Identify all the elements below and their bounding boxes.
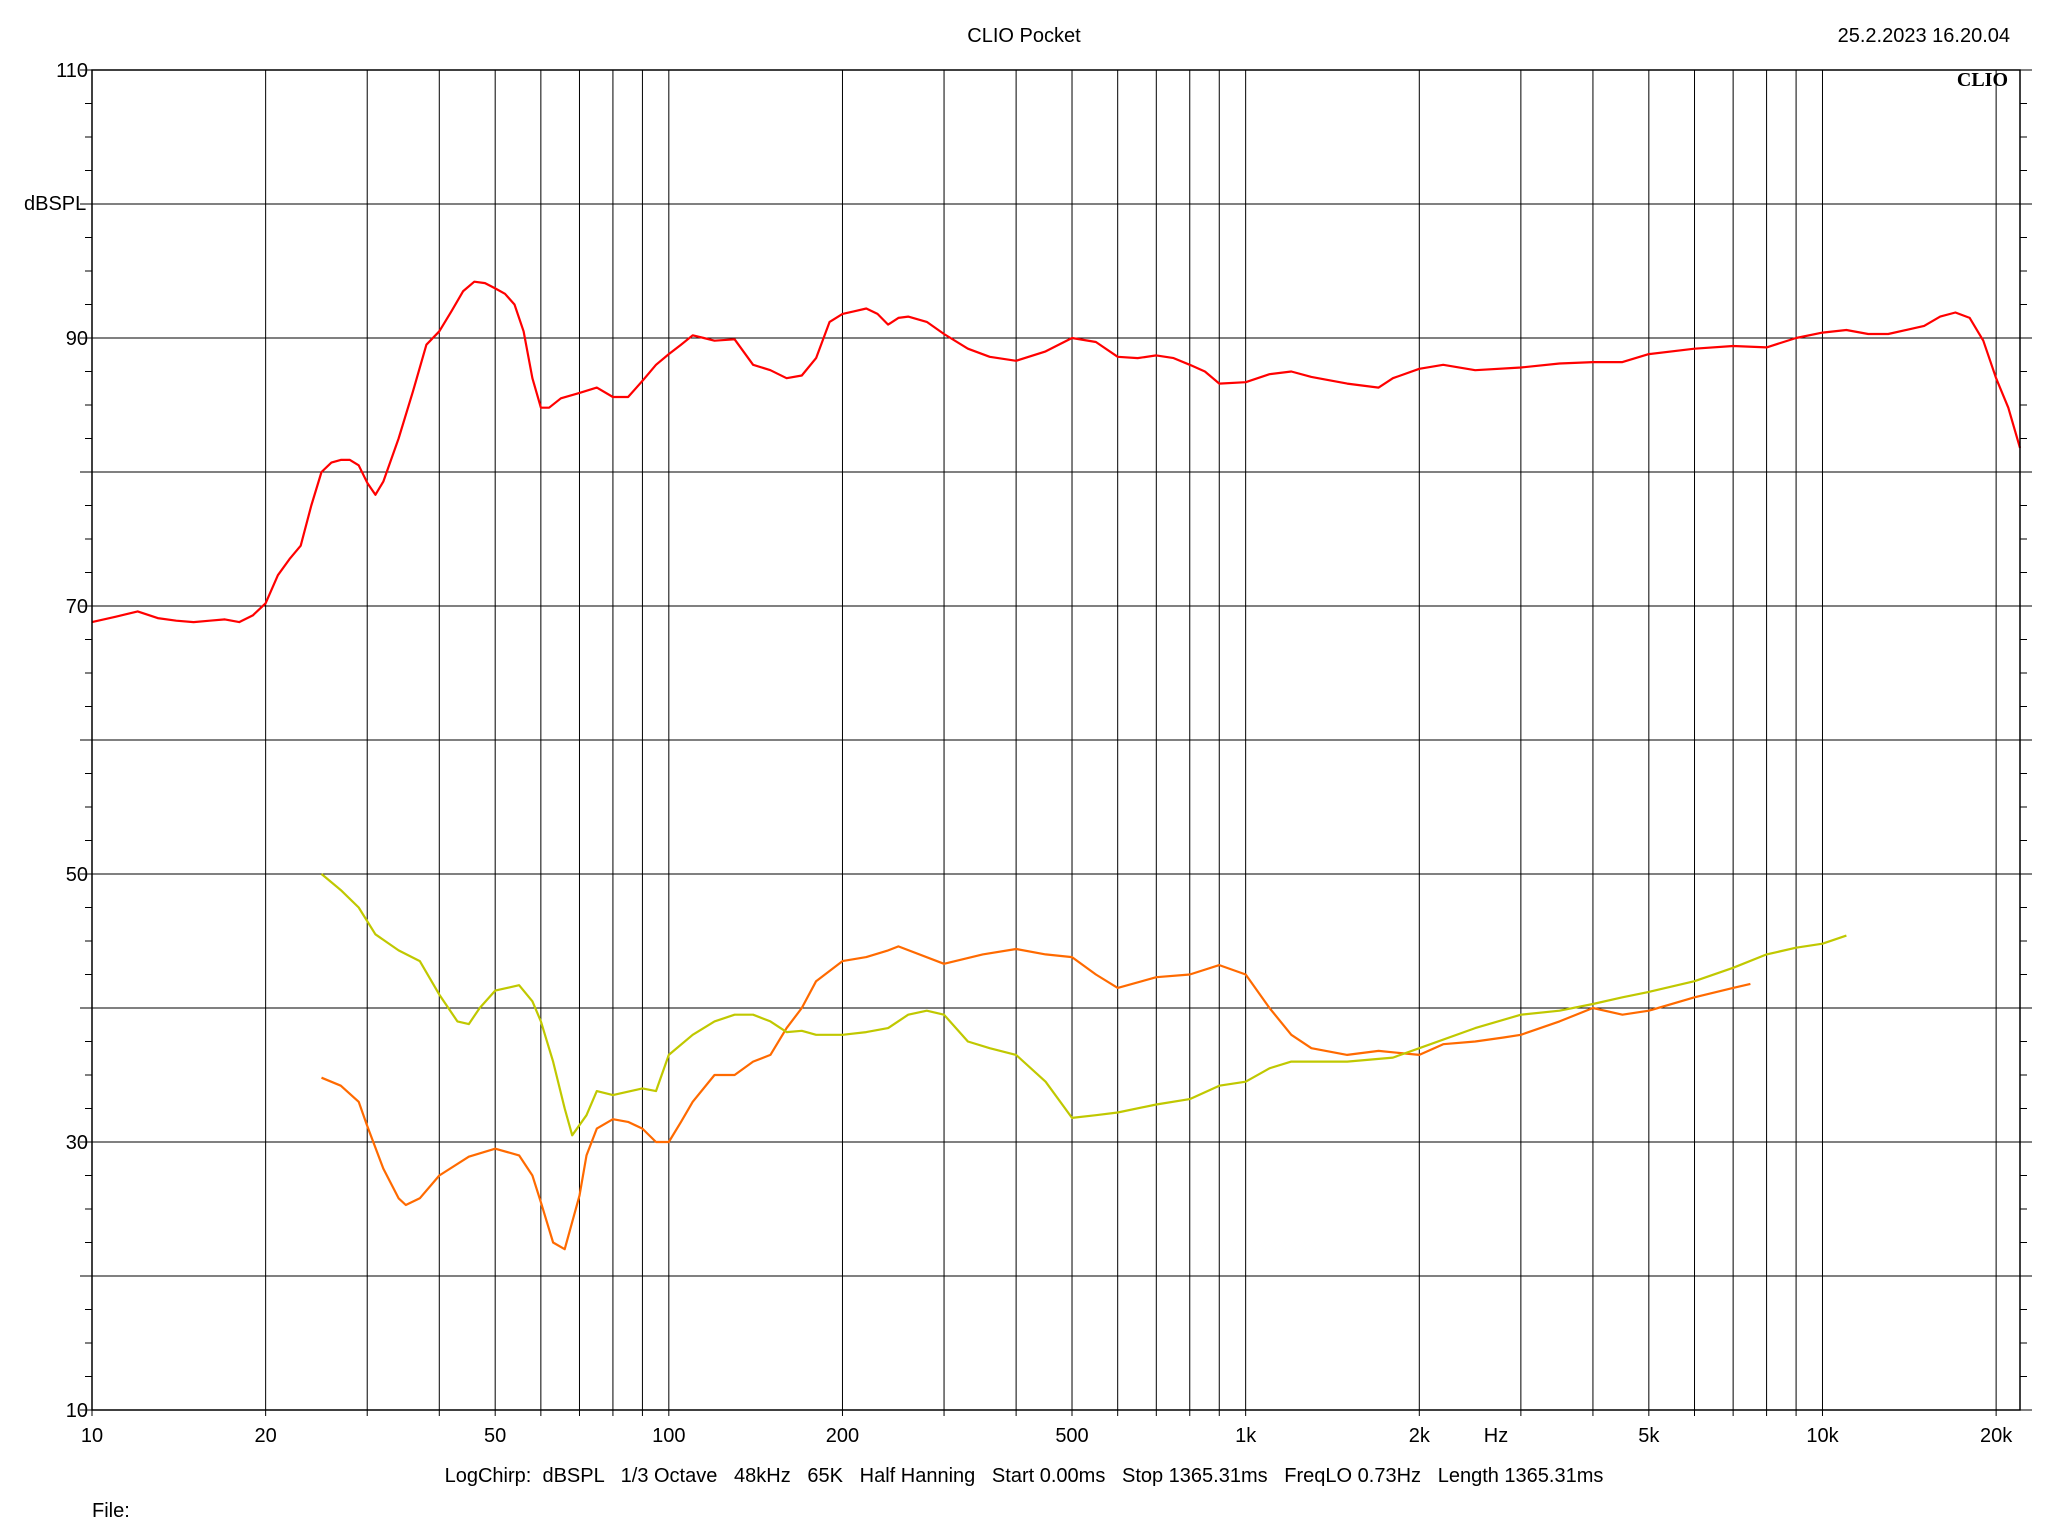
plot-frame <box>91 69 2021 1411</box>
settings-line: LogChirp: dBSPL 1/3 Octave 48kHz 65K Hal… <box>445 1465 1604 1487</box>
y-tick-label: 30 <box>66 1132 88 1154</box>
x-tick-label: 2k <box>1409 1425 1431 1447</box>
x-tick-label: 20k <box>1980 1425 2013 1447</box>
x-axis-label: Hz <box>1484 1425 1508 1447</box>
x-tick-label: 20 <box>255 1425 277 1447</box>
series-line-1 <box>91 280 2022 624</box>
x-tick-label: 10k <box>1806 1425 1839 1447</box>
y-tick-label: 50 <box>66 864 88 886</box>
series-line-3 <box>320 873 1847 1137</box>
y-tick-label: 90 <box>66 328 88 350</box>
chart-title: CLIO Pocket <box>967 25 1081 47</box>
y-tick-label: 110 <box>56 60 88 82</box>
chart-grid <box>80 69 2032 1416</box>
clio-brand-logo: CLIO <box>1957 69 2008 91</box>
y-axis-label: dBSPL <box>24 193 86 215</box>
y-tick-label: 10 <box>66 1400 88 1422</box>
y-tick-label: 70 <box>66 596 88 618</box>
chart-series <box>91 280 2022 1251</box>
x-tick-label: 10 <box>81 1425 103 1447</box>
x-tick-label: 200 <box>826 1425 859 1447</box>
x-tick-label: 5k <box>1638 1425 1660 1447</box>
series-line-2 <box>321 945 1751 1251</box>
x-tick-label: 100 <box>652 1425 685 1447</box>
x-tick-label: 1k <box>1235 1425 1257 1447</box>
x-tick-label: 500 <box>1055 1425 1088 1447</box>
timestamp: 25.2.2023 16.20.04 <box>1838 25 2010 47</box>
x-tick-label: 50 <box>484 1425 506 1447</box>
tick-labels: 10 20 50 100 200 500 1k 2k 5k 10k 20k 110 90 70 50 30 10 <box>56 60 2013 1447</box>
file-label: File: <box>92 1500 130 1522</box>
